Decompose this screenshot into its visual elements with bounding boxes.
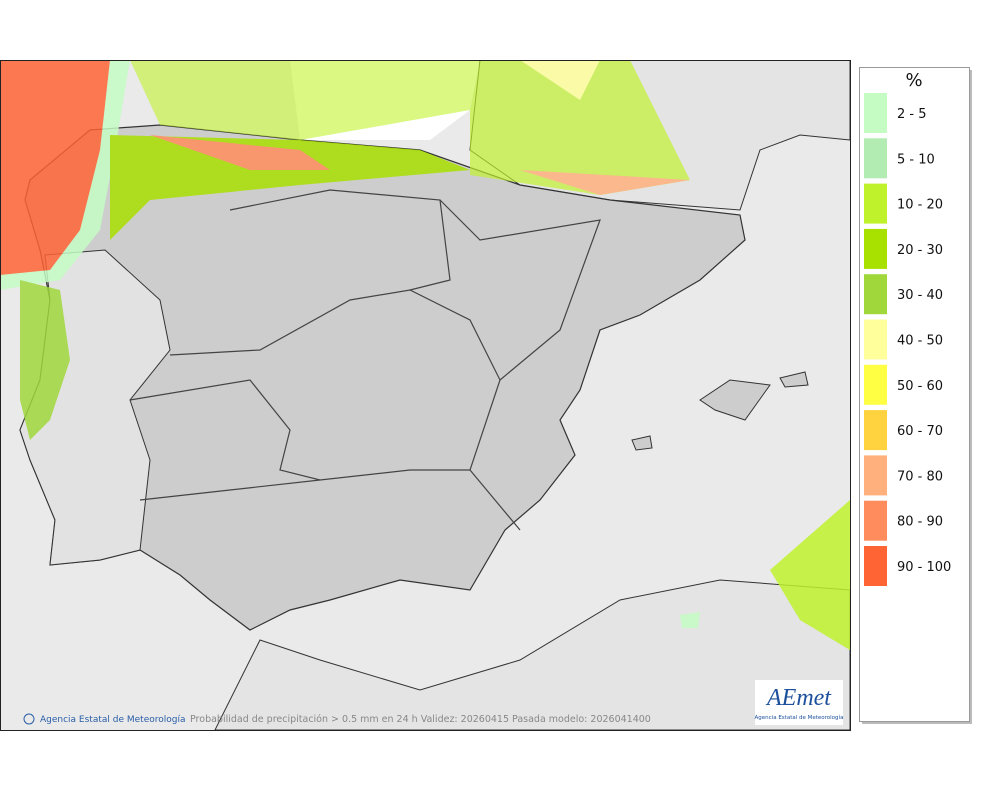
- legend-label: 20 - 30: [897, 243, 943, 258]
- legend-label: 80 - 90: [897, 515, 943, 530]
- caption: Probabilidad de precipitación > 0.5 mm e…: [190, 714, 651, 725]
- map-frame: [0, 60, 851, 731]
- logo-text: AEmet: [765, 685, 832, 711]
- legend-label: 90 - 100: [897, 560, 951, 575]
- legend-swatch: [864, 93, 887, 133]
- logo-subtitle: Agencia Estatal de Meteorología: [755, 714, 844, 721]
- legend-label: 60 - 70: [897, 424, 943, 439]
- legend-swatch: [864, 319, 887, 360]
- precip-field: [0, 60, 850, 650]
- legend-title: %: [905, 70, 922, 91]
- legend-swatch: [864, 228, 887, 269]
- legend-swatch: [864, 410, 887, 451]
- map: Agencia Estatal de Meteorología Probabil…: [0, 60, 850, 730]
- legend-swatch: [864, 138, 887, 179]
- legend-label: 5 - 10: [897, 152, 935, 167]
- legend-swatch: [864, 364, 887, 405]
- legend-swatch: [864, 500, 887, 541]
- legend-swatch: [864, 455, 887, 496]
- legend-label: 40 - 50: [897, 334, 943, 349]
- credit-text: Agencia Estatal de Meteorología: [40, 715, 186, 725]
- legend-label: 30 - 40: [897, 288, 943, 303]
- legend-swatch: [864, 546, 887, 586]
- logo: AEmet Agencia Estatal de Meteorología: [755, 680, 844, 725]
- legend-swatch: [864, 183, 887, 224]
- credit: Agencia Estatal de Meteorología: [23, 713, 186, 725]
- legend-label: 2 - 5: [897, 107, 927, 122]
- region-borders: [129, 189, 601, 531]
- legend-swatch: [864, 274, 887, 315]
- mallorca: [699, 379, 771, 421]
- ibiza: [631, 435, 653, 451]
- legend-label: 50 - 60: [897, 379, 943, 394]
- legend-label: 10 - 20: [897, 198, 943, 213]
- legend-items: 2 - 5 5 - 10 10 - 20 20 - 30 30 - 40 40 - 50 5…: [864, 93, 951, 586]
- menorca: [779, 371, 809, 388]
- legend-label: 70 - 80: [897, 469, 943, 484]
